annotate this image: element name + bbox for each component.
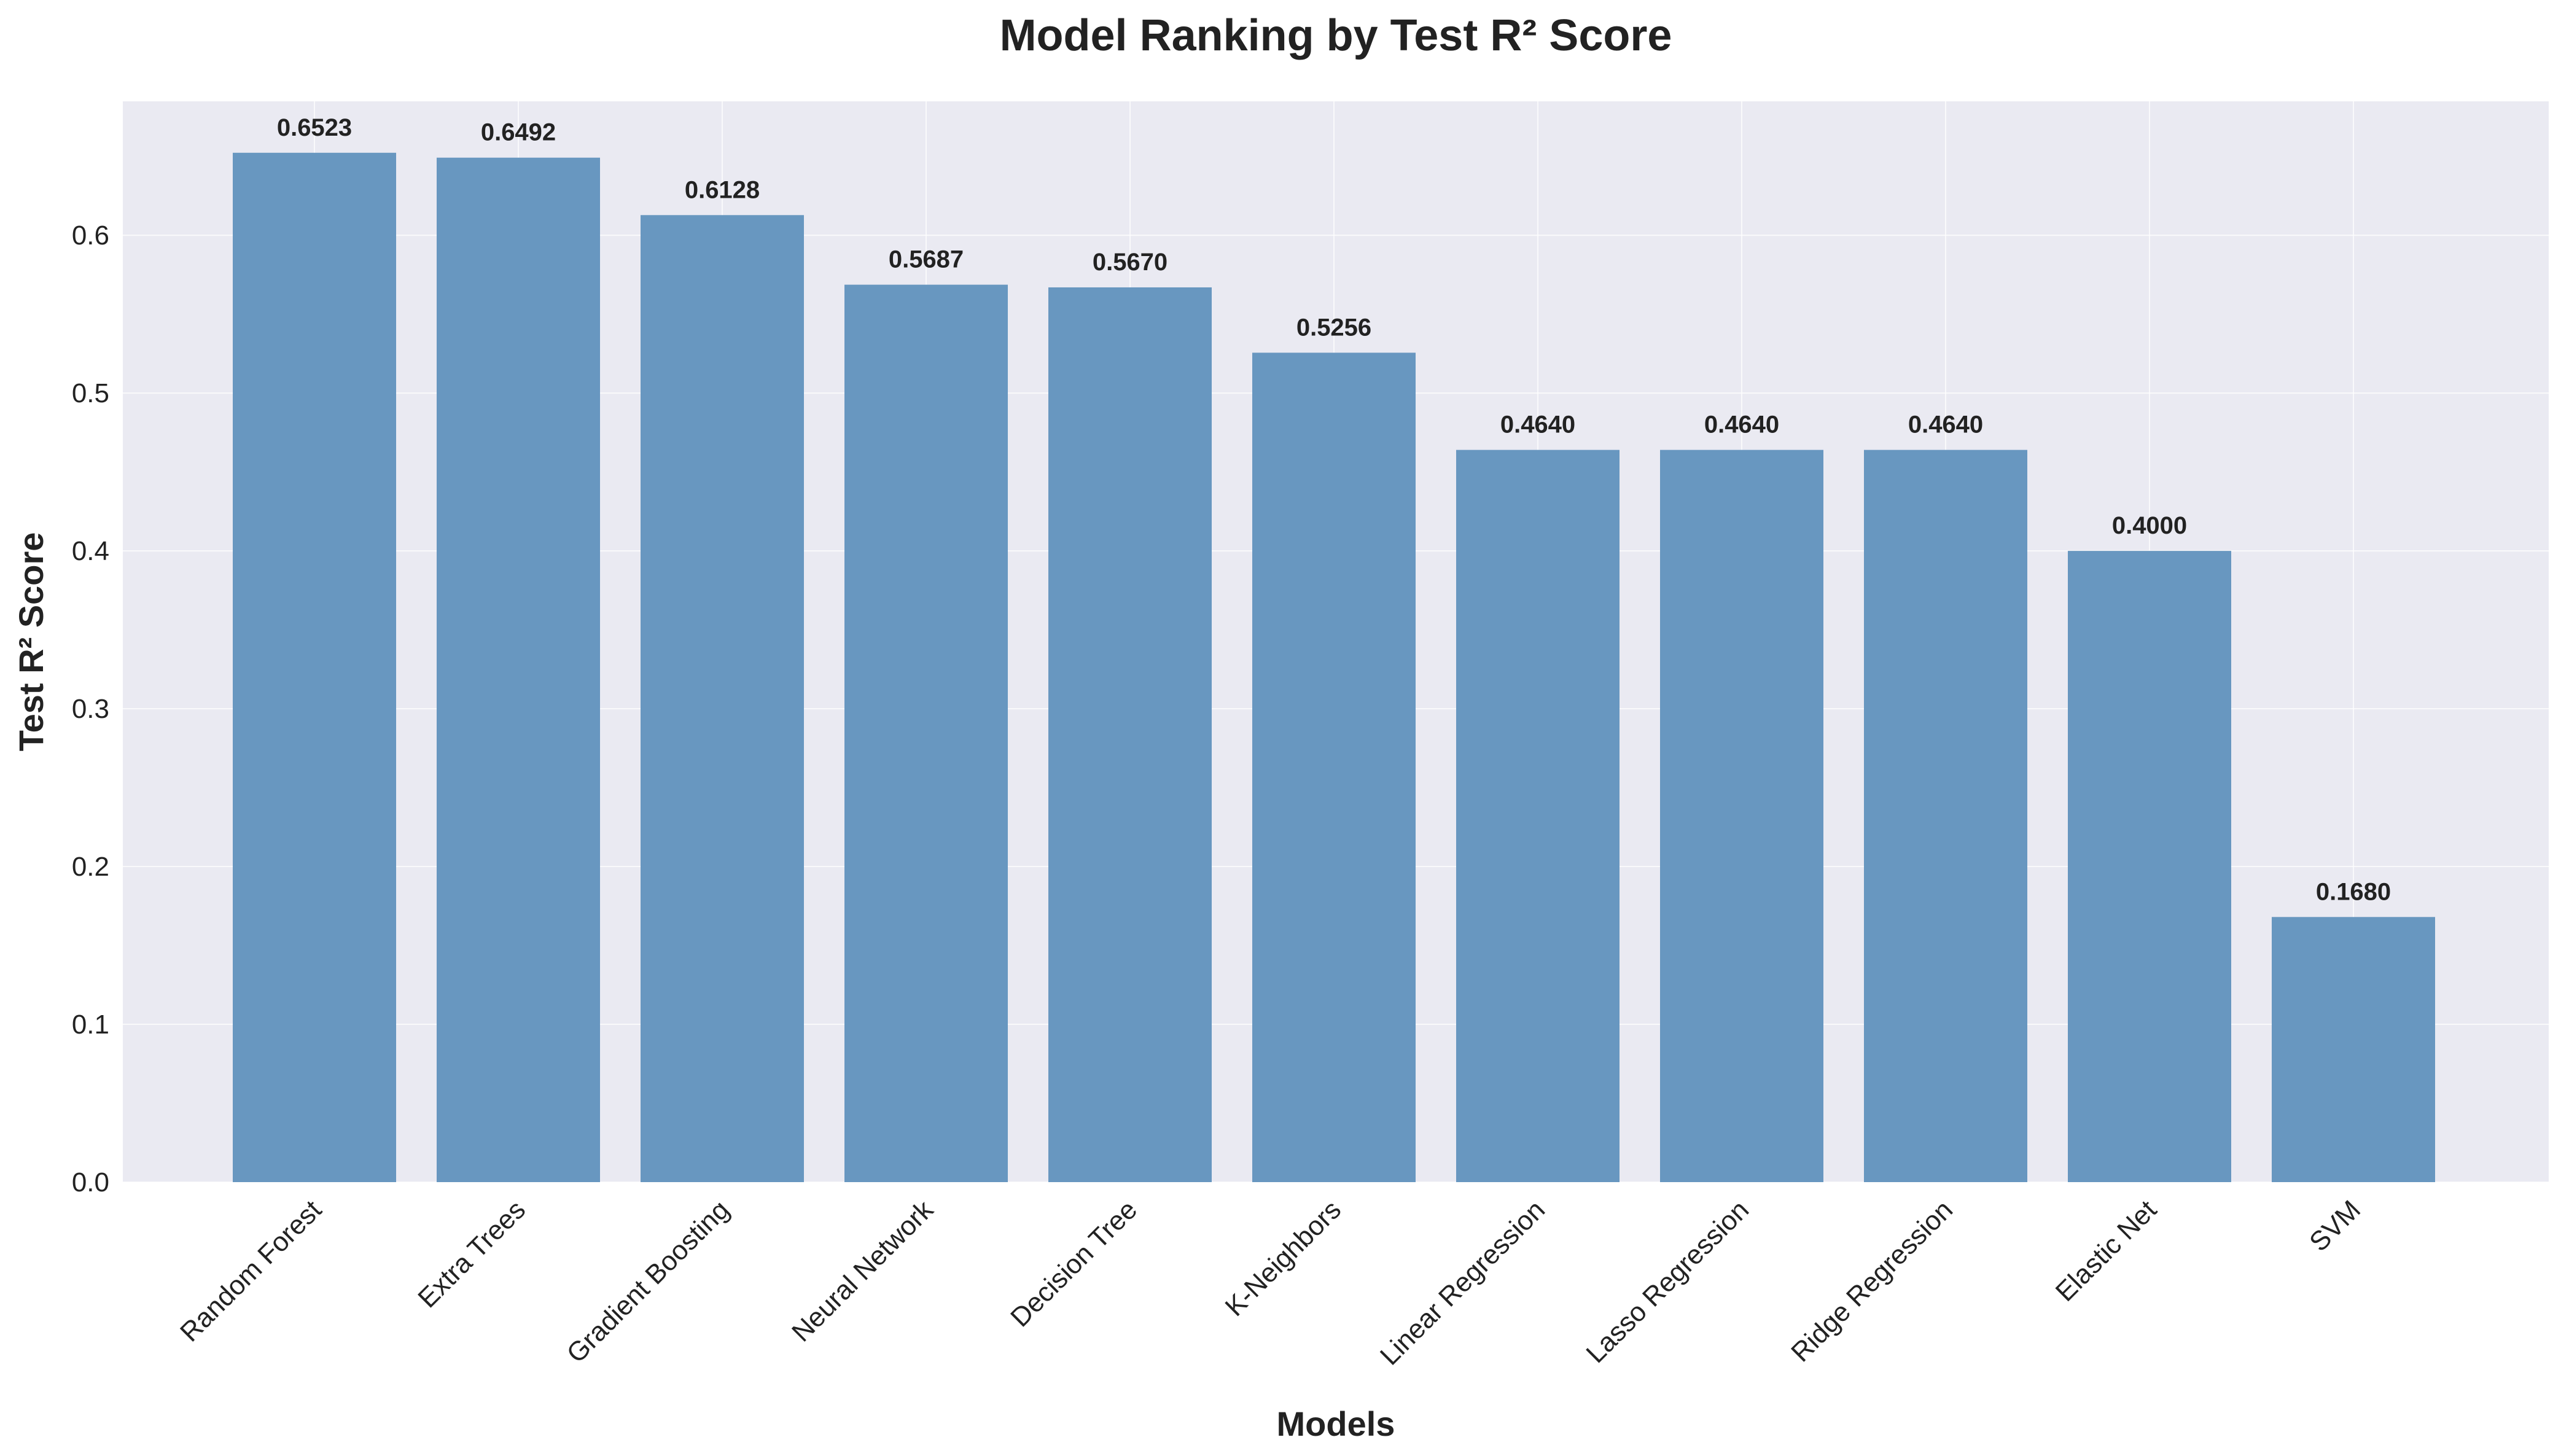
bar: [1660, 450, 1823, 1182]
bar: [2068, 551, 2231, 1182]
bar: [844, 284, 1008, 1182]
bar-value-label: 0.4640: [1500, 411, 1575, 438]
bar-value-label: 0.4000: [2112, 512, 2187, 539]
chart-title: Model Ranking by Test R² Score: [1000, 11, 1672, 60]
bar: [1048, 287, 1212, 1183]
x-tick-label: Linear Regression: [1374, 1194, 1551, 1371]
bar: [1456, 450, 1620, 1182]
bar: [641, 215, 804, 1183]
x-tick-label: Gradient Boosting: [561, 1194, 735, 1369]
y-tick-label: 0.2: [72, 852, 109, 882]
x-tick-label: Elastic Net: [2050, 1194, 2162, 1307]
x-axis-ticks: Random Forest Extra Trees Gradient Boostin…: [174, 1194, 2366, 1371]
y-tick-label: 0.4: [72, 536, 109, 566]
x-tick-label: SVM: [2304, 1194, 2366, 1257]
y-axis-label: Test R² Score: [12, 532, 50, 752]
bar-value-label: 0.4640: [1704, 411, 1779, 438]
y-tick-label: 0.0: [72, 1167, 109, 1197]
x-tick-label: Extra Trees: [412, 1194, 531, 1314]
y-axis-ticks: 0.0 0.1 0.2 0.3 0.4 0.5 0.6: [72, 220, 109, 1197]
bar-value-label: 0.6523: [277, 114, 352, 141]
bars: [233, 152, 2435, 1183]
bar: [233, 152, 396, 1182]
x-axis-label: Models: [1277, 1404, 1395, 1443]
x-tick-label: Neural Network: [786, 1194, 940, 1348]
y-tick-label: 0.3: [72, 694, 109, 724]
bar-value-label: 0.5687: [889, 246, 964, 273]
bar-value-label: 0.1680: [2316, 878, 2391, 905]
bar: [1252, 352, 1416, 1182]
x-tick-label: Random Forest: [174, 1194, 327, 1347]
bar: [1864, 450, 2027, 1182]
bar: [2272, 917, 2435, 1182]
bar-value-label: 0.6128: [685, 176, 760, 203]
y-tick-label: 0.1: [72, 1010, 109, 1040]
y-tick-label: 0.6: [72, 220, 109, 251]
x-tick-label: Decision Tree: [1005, 1194, 1143, 1333]
x-tick-label: K-Neighbors: [1219, 1194, 1347, 1322]
bar: [437, 157, 600, 1182]
y-tick-label: 0.5: [72, 378, 109, 408]
bar-value-label: 0.6492: [481, 119, 556, 146]
x-tick-label: Ridge Regression: [1785, 1194, 1959, 1368]
value-labels: 0.6523 0.6492 0.6128 0.5687 0.5670 0.5256 0.46…: [277, 114, 2391, 906]
x-tick-label: Lasso Regression: [1580, 1194, 1755, 1369]
bar-value-label: 0.5256: [1296, 314, 1371, 341]
bar-value-label: 0.4640: [1908, 411, 1983, 438]
bar-value-label: 0.5670: [1093, 249, 1167, 276]
